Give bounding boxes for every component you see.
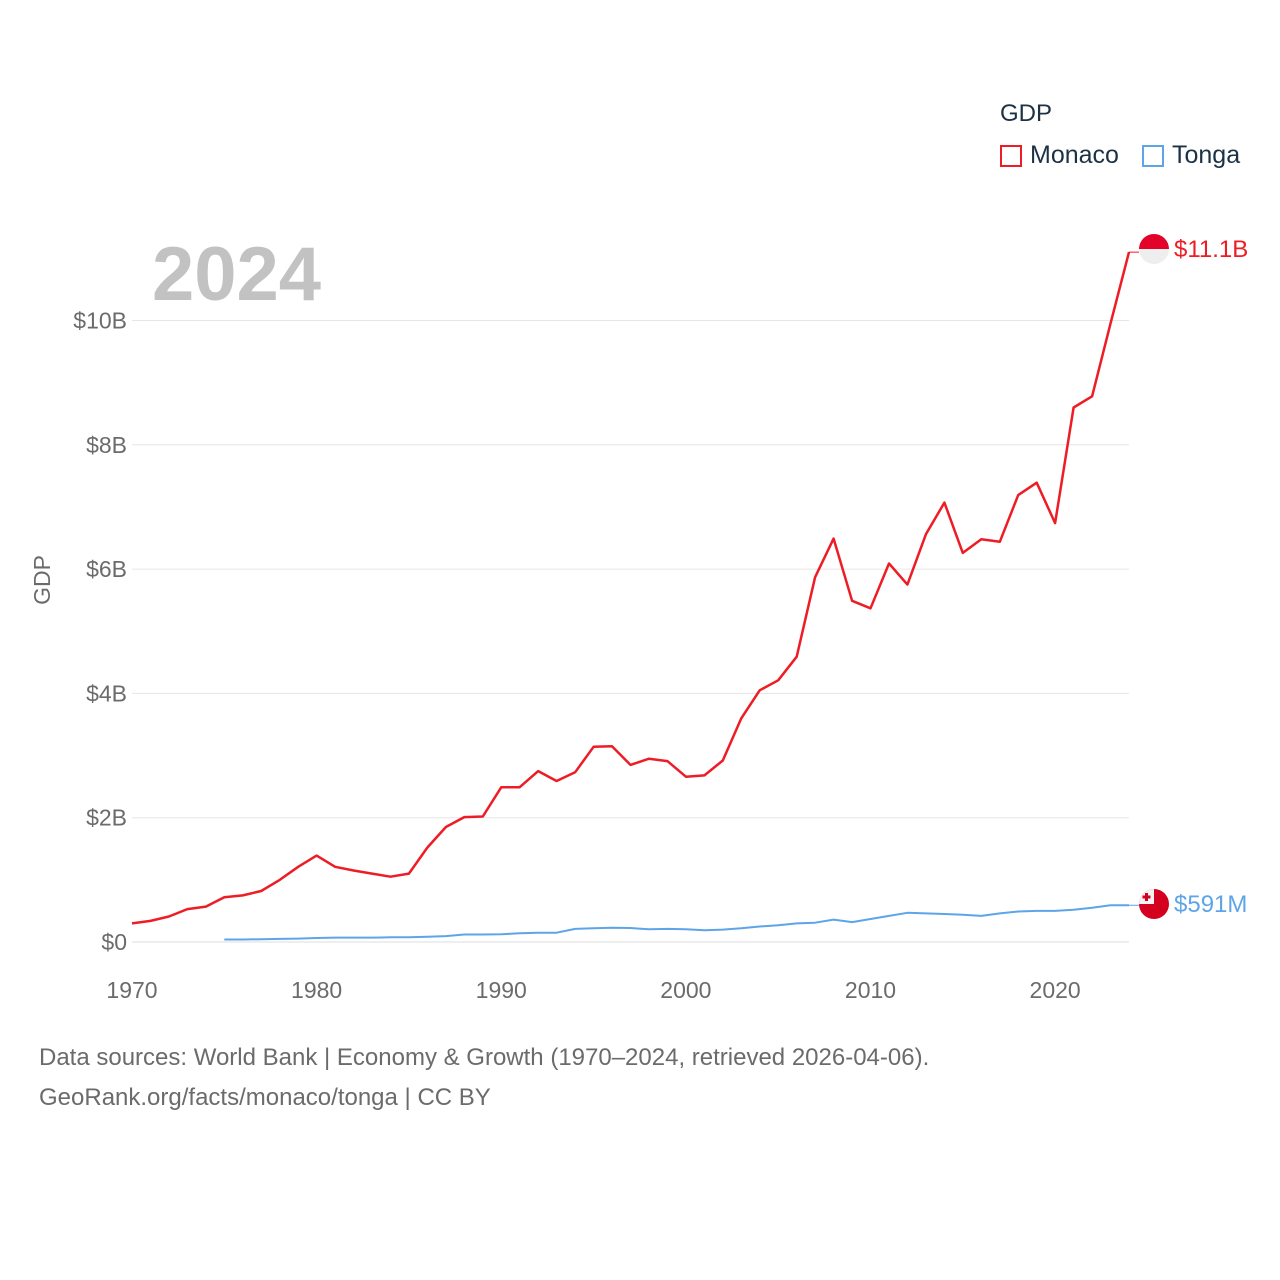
series-lines (131, 251, 1139, 941)
monaco-end-value: $11.1B (1174, 236, 1248, 263)
y-tick-label: $0 (101, 929, 127, 955)
y-tick-label: $8B (86, 432, 127, 458)
end-markers: $11.1B $591M (1139, 234, 1248, 919)
tonga-flag-icon (1139, 889, 1169, 919)
x-tick-label: 2010 (845, 977, 896, 1003)
monaco-swatch-icon (1000, 144, 1022, 167)
monaco-flag-icon (1139, 234, 1169, 264)
x-tick-label: 1970 (106, 977, 157, 1003)
x-tick-label: 1990 (476, 977, 527, 1003)
legend-title: GDP (1000, 100, 1053, 127)
x-tick-label: 2020 (1030, 977, 1081, 1003)
x-tick-label: 1980 (291, 977, 342, 1003)
year-label: 2024 (152, 232, 321, 317)
series-line-monaco (131, 251, 1131, 925)
tonga-end-value: $591M (1174, 891, 1247, 918)
legend-label-monaco: Monaco (1030, 141, 1119, 169)
x-axis-ticks: 1970 1980 1990 2000 2010 2020 (106, 977, 1080, 1003)
legend-label-tonga: Tonga (1172, 141, 1241, 169)
y-axis-ticks: $0 $2B $4B $6B $8B $10B (73, 308, 127, 956)
y-tick-label: $6B (86, 556, 127, 582)
footer-attribution: GeoRank.org/facts/monaco/tonga | CC BY (39, 1084, 491, 1111)
y-axis-label: GDP (29, 555, 55, 605)
series-line-tonga (224, 904, 1129, 941)
gridlines (132, 320, 1129, 943)
legend-item-monaco[interactable]: Monaco (1000, 141, 1119, 170)
footer-sources: Data sources: World Bank | Economy & Gro… (39, 1044, 930, 1071)
legend-item-tonga[interactable]: Tonga (1142, 141, 1240, 170)
y-tick-label: $10B (73, 308, 127, 334)
tonga-swatch-icon (1142, 144, 1164, 167)
x-tick-label: 2000 (660, 977, 711, 1003)
y-tick-label: $2B (86, 805, 127, 831)
y-tick-label: $4B (86, 680, 127, 706)
